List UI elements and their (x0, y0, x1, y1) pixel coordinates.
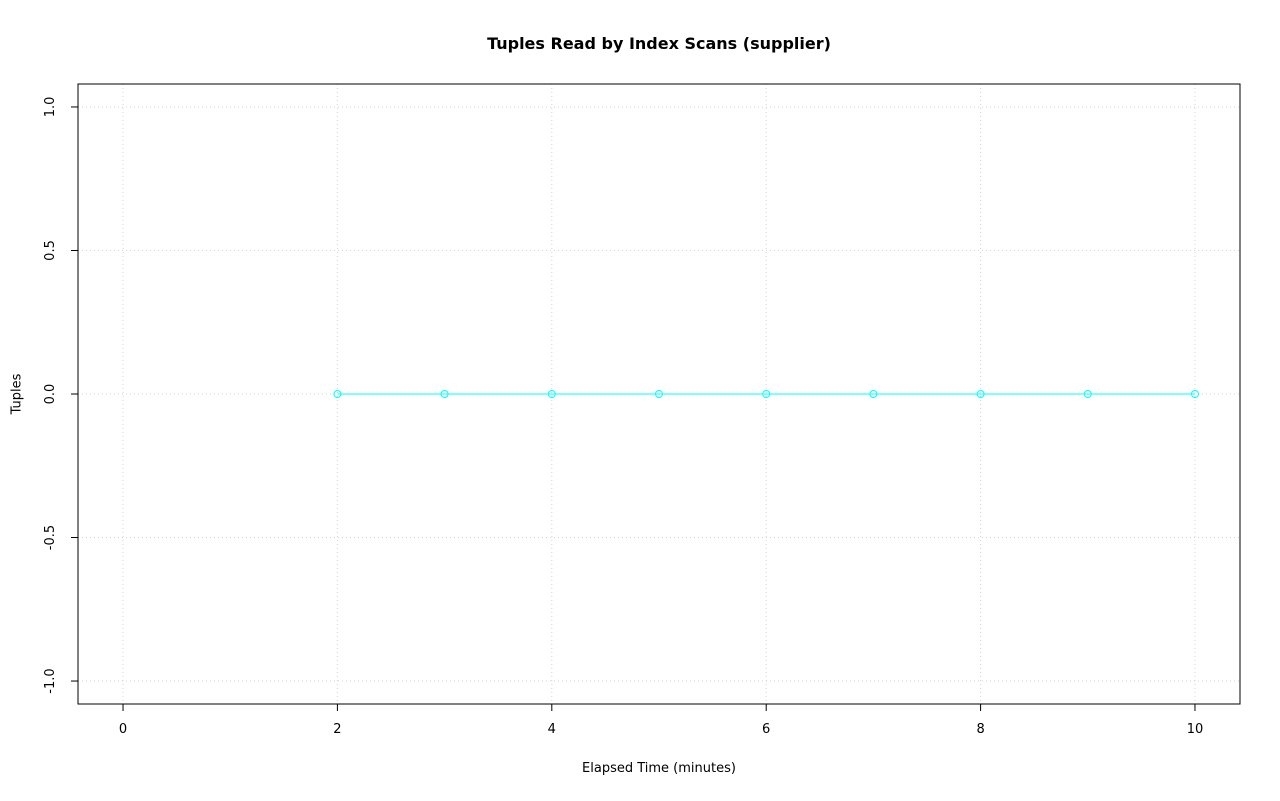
chart-title: Tuples Read by Index Scans (supplier) (487, 34, 831, 53)
data-point (1083, 390, 1092, 398)
data-point (333, 390, 342, 398)
x-tick-label: 6 (762, 722, 770, 737)
data-point (976, 390, 985, 398)
data-point (1190, 390, 1199, 398)
y-tick-label: 1.0 (43, 97, 58, 118)
y-tick-label: 0.5 (43, 240, 58, 261)
x-tick-label: 8 (976, 722, 984, 737)
y-tick-label: -1.0 (43, 668, 58, 693)
x-tick-label: 4 (548, 722, 556, 737)
x-tick-label: 10 (1187, 722, 1204, 737)
data-point (869, 390, 878, 398)
y-axis-label: Tuples (9, 373, 25, 415)
x-axis-label: Elapsed Time (minutes) (582, 761, 736, 776)
x-tick-label: 2 (333, 722, 341, 737)
x-tick-label: 0 (119, 722, 127, 737)
data-point (440, 390, 449, 398)
data-point (655, 390, 663, 398)
y-tick-label: 0.0 (43, 384, 58, 405)
y-tick-label: -0.5 (43, 525, 58, 550)
data-point (547, 390, 556, 398)
data-point (762, 390, 771, 398)
